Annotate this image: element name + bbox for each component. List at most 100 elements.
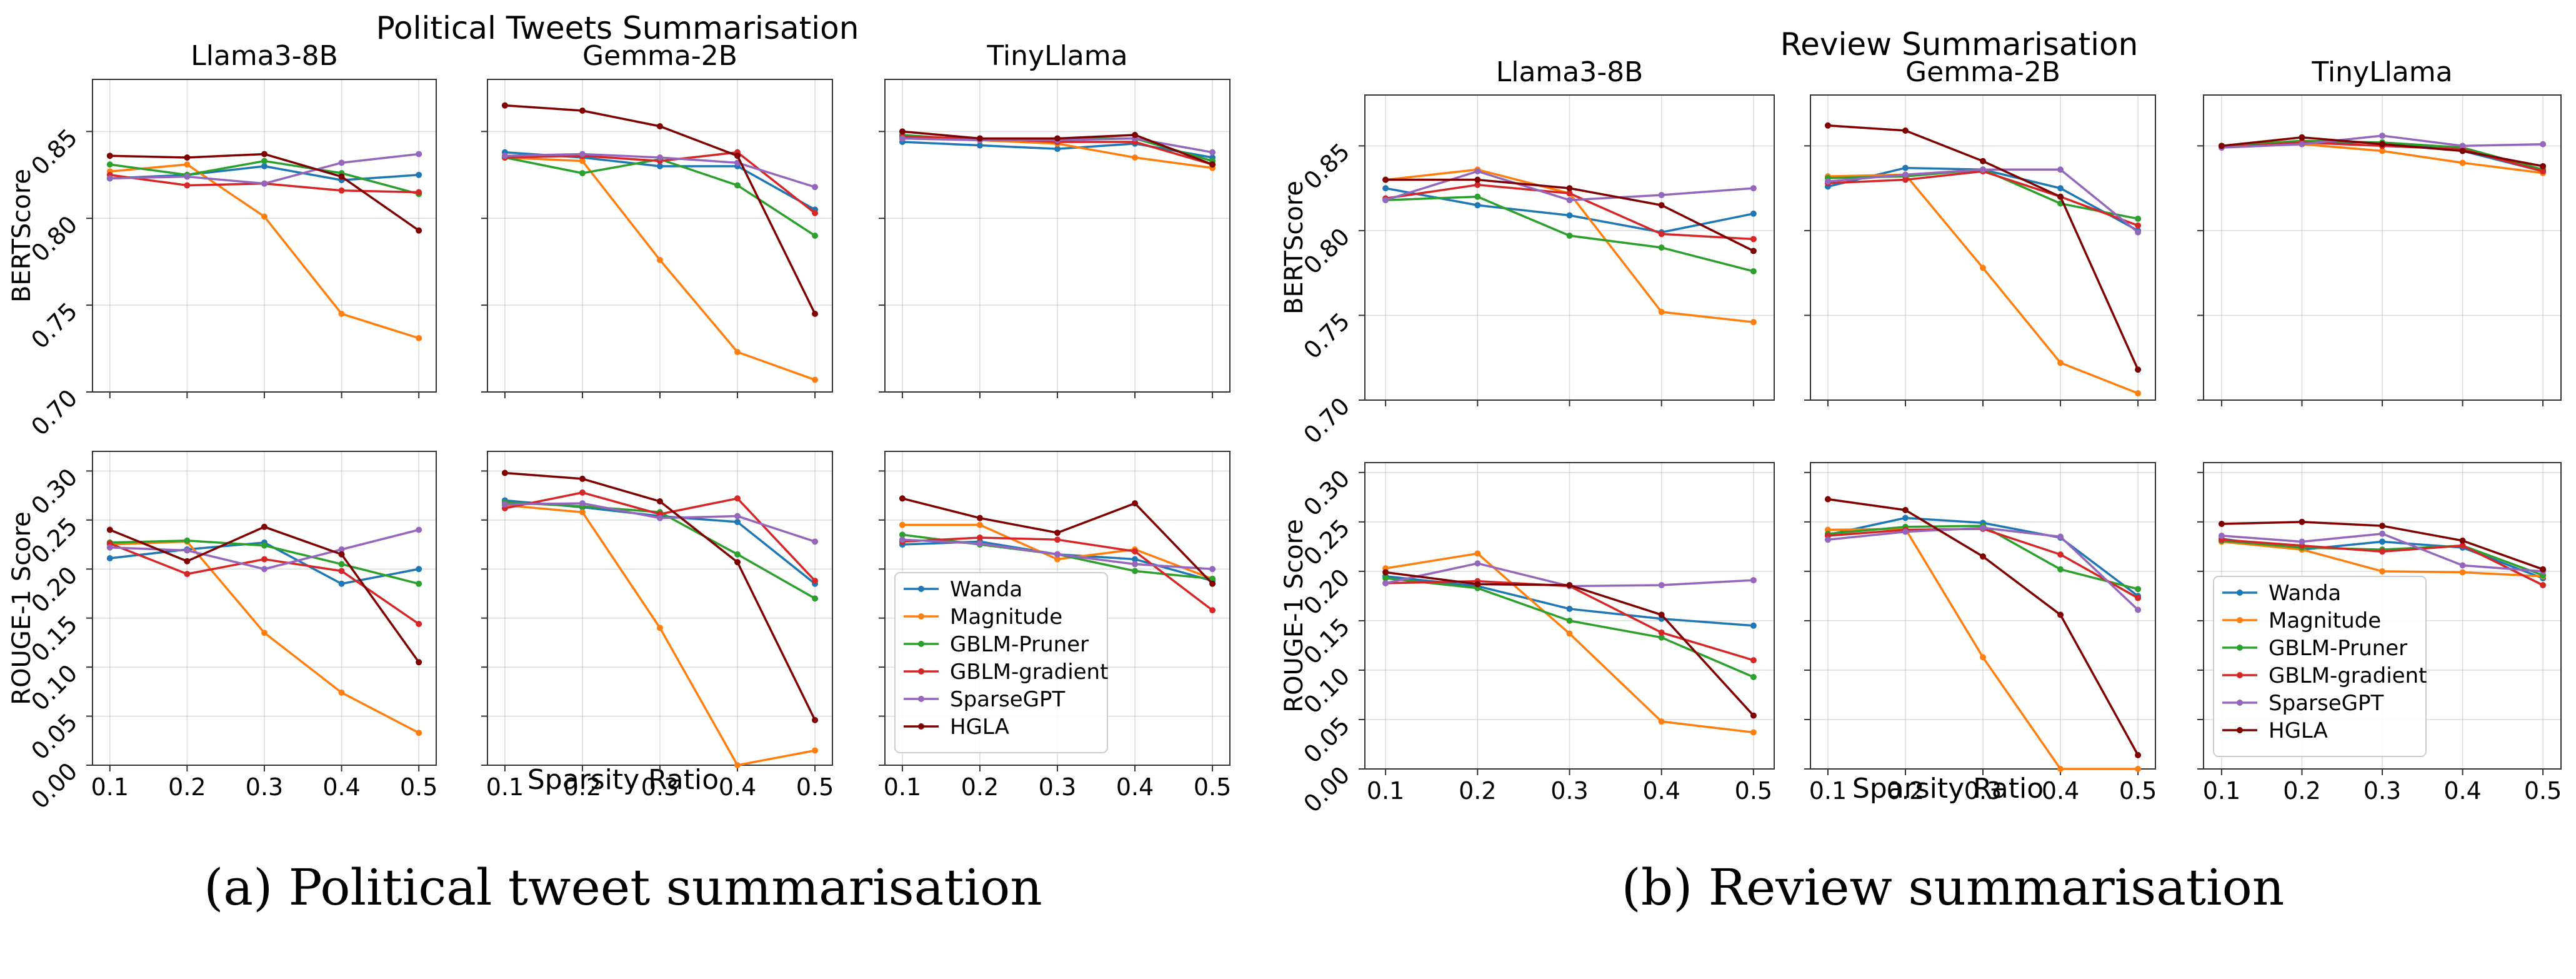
data-point bbox=[1980, 158, 1986, 164]
data-point bbox=[1750, 674, 1757, 680]
series-sparsegpt bbox=[1824, 166, 2142, 236]
legend-marker bbox=[2237, 700, 2243, 706]
data-point bbox=[416, 189, 422, 196]
data-point bbox=[2299, 141, 2305, 148]
data-point bbox=[2135, 222, 2142, 229]
series-hgla bbox=[501, 469, 819, 723]
x-tick-label: 0.5 bbox=[1194, 773, 1231, 801]
series-hgla bbox=[2218, 134, 2547, 169]
data-point bbox=[1054, 530, 1061, 536]
data-point bbox=[734, 518, 741, 525]
x-tick-label: 0.3 bbox=[246, 773, 283, 801]
data-point bbox=[657, 256, 663, 263]
data-point bbox=[2135, 751, 2142, 758]
data-point bbox=[261, 523, 267, 530]
y-axis-label: BERTScore bbox=[1280, 181, 1309, 314]
legend-marker bbox=[918, 641, 924, 647]
data-point bbox=[261, 151, 267, 158]
data-point bbox=[1566, 197, 1573, 204]
data-point bbox=[2540, 168, 2547, 174]
data-point bbox=[2459, 159, 2466, 166]
data-point bbox=[1902, 171, 1909, 178]
data-point bbox=[2379, 523, 2385, 530]
legend-marker bbox=[2237, 727, 2243, 733]
data-point bbox=[2459, 562, 2466, 569]
subplot-title: Gemma-2B bbox=[582, 40, 737, 72]
subplot-title: TinyLlama bbox=[2311, 56, 2452, 88]
figure-a-xlabel: Sparsity Ratio bbox=[527, 764, 719, 796]
data-point bbox=[1750, 319, 1757, 326]
data-point bbox=[976, 142, 983, 149]
data-point bbox=[657, 163, 663, 169]
subplot-title: Gemma-2B bbox=[1905, 56, 2060, 88]
data-point bbox=[1824, 178, 1831, 185]
data-point bbox=[812, 747, 819, 754]
data-point bbox=[338, 187, 345, 194]
legend-label: Magnitude bbox=[950, 605, 1062, 630]
plot-frame bbox=[487, 451, 833, 766]
legend-item-gblm-pruner: GBLM-Pruner bbox=[2222, 636, 2407, 661]
series-sparsegpt bbox=[1824, 525, 2142, 613]
data-point bbox=[1382, 580, 1389, 586]
data-point bbox=[2218, 143, 2225, 149]
data-point bbox=[338, 173, 345, 180]
data-point bbox=[1566, 212, 1573, 219]
data-point bbox=[976, 515, 983, 521]
data-point bbox=[1750, 210, 1757, 217]
data-point bbox=[2135, 229, 2142, 236]
data-point bbox=[1824, 536, 1831, 543]
data-point bbox=[1750, 248, 1757, 254]
legend-item-sparsegpt: SparseGPT bbox=[2222, 691, 2384, 716]
data-point bbox=[2135, 586, 2142, 593]
data-point bbox=[338, 551, 345, 558]
data-point bbox=[1474, 193, 1481, 200]
data-point bbox=[2379, 530, 2385, 537]
data-point bbox=[734, 182, 741, 189]
series-sparsegpt bbox=[1382, 168, 1757, 204]
data-point bbox=[1132, 548, 1139, 555]
legend-item-gblm-gradient: GBLM-gradient bbox=[2222, 663, 2427, 688]
series-sparsegpt bbox=[2218, 530, 2547, 575]
data-point bbox=[501, 469, 508, 476]
x-tick-label: 0.3 bbox=[1550, 777, 1588, 805]
data-point bbox=[184, 182, 191, 189]
data-point bbox=[1054, 146, 1061, 153]
data-point bbox=[2135, 606, 2142, 613]
data-point bbox=[2379, 568, 2385, 575]
data-point bbox=[1209, 580, 1216, 587]
data-point bbox=[2057, 533, 2064, 540]
x-tick-label: 0.4 bbox=[2444, 777, 2481, 805]
data-point bbox=[2459, 143, 2466, 149]
data-point bbox=[1132, 556, 1139, 563]
legend-label: GBLM-Pruner bbox=[2269, 636, 2407, 661]
series-gblm-pruner bbox=[106, 537, 422, 587]
subplot-panels: 0.700.750.800.85Llama3-8BBERTScoreGemma-… bbox=[7, 40, 2562, 818]
data-point bbox=[1902, 176, 1909, 183]
data-point bbox=[261, 163, 267, 169]
data-point bbox=[2379, 148, 2385, 154]
data-point bbox=[501, 501, 508, 508]
data-point bbox=[416, 730, 422, 736]
data-point bbox=[1132, 561, 1139, 568]
data-point bbox=[1132, 568, 1139, 575]
data-point bbox=[261, 213, 267, 220]
data-point bbox=[812, 184, 819, 191]
data-point bbox=[416, 334, 422, 341]
data-point bbox=[1980, 553, 1986, 560]
data-point bbox=[1474, 581, 1481, 588]
data-point bbox=[1382, 185, 1389, 192]
x-tick-label: 0.2 bbox=[564, 773, 601, 801]
data-point bbox=[1750, 236, 1757, 243]
data-point bbox=[734, 762, 741, 768]
x-tick-label: 0.4 bbox=[2042, 777, 2079, 805]
data-point bbox=[1382, 197, 1389, 204]
y-axis-label: BERTScore bbox=[7, 169, 36, 303]
series-sparsegpt bbox=[106, 526, 422, 573]
data-point bbox=[1132, 500, 1139, 507]
data-point bbox=[657, 123, 663, 129]
series-sparsegpt bbox=[899, 536, 1216, 573]
data-point bbox=[734, 513, 741, 520]
legend-marker bbox=[918, 696, 924, 702]
data-point bbox=[184, 173, 191, 180]
